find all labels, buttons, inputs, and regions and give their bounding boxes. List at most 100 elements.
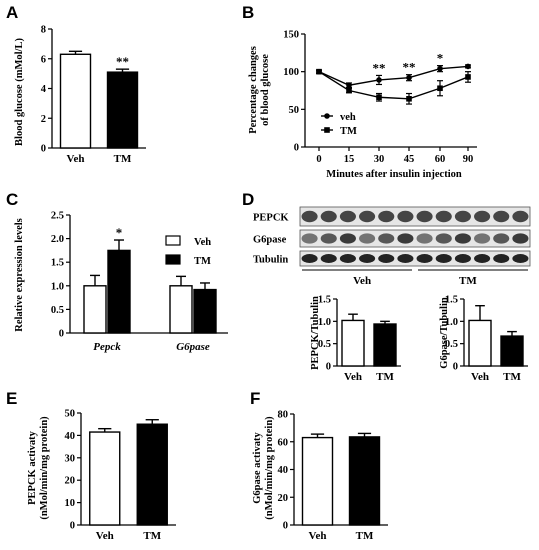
x-tick-label: TM: [143, 530, 161, 542]
x-tick-label: G6pase: [176, 341, 210, 353]
y-axis-title: Percentage changes: [248, 46, 259, 134]
blot-band: [359, 233, 376, 244]
bar-tm: [136, 423, 168, 526]
y-tick-label: 20: [278, 493, 289, 504]
data-point-veh: [406, 74, 412, 81]
x-tick-label: TM: [114, 153, 132, 165]
y-tick-label: 40: [278, 465, 289, 476]
y-axis-title: Blood glucose (mMol/L): [14, 38, 25, 146]
blot-band: [339, 254, 356, 263]
blot-row-label: G6pase: [253, 235, 287, 246]
y-tick-label: 150: [283, 30, 299, 41]
blot-band: [397, 233, 414, 244]
legend-label: veh: [340, 112, 356, 123]
blot-band: [301, 233, 318, 244]
chart-a-blood-glucose: 0 2 4 6 8 Veh TM ** Blood glucose (mMol/L): [14, 25, 146, 165]
x-tick-label: Veh: [344, 371, 362, 383]
y-tick-label: 50: [289, 105, 300, 116]
blot-band: [493, 233, 510, 244]
y-tick-label: 30: [65, 453, 76, 464]
blot-band: [416, 254, 433, 263]
blot-band: [474, 254, 491, 263]
chart-e-pepck-activity: 0 10 20 30 40 50 Veh TM PEPCK activaty (nMol/min/…: [27, 409, 176, 542]
data-point-tm: [406, 95, 412, 102]
blot-band: [493, 254, 510, 263]
x-tick-label: Pepck: [93, 341, 121, 353]
y-tick-label: 2.0: [51, 234, 64, 245]
blot-band: [512, 233, 529, 244]
data-point-veh: [465, 63, 471, 70]
y-tick-label: 0: [59, 329, 64, 340]
y-axis-title: Relative expression levels: [14, 218, 25, 332]
data-point-tm: [376, 94, 382, 101]
legend-marker: [324, 113, 330, 119]
data-point-tm: [346, 87, 352, 94]
y-tick-label: 0: [294, 143, 299, 154]
blot-band: [397, 210, 414, 223]
y-tick-label: 80: [278, 410, 289, 421]
legend-label: Veh: [194, 237, 211, 248]
bar-veh: [59, 53, 92, 149]
y-tick-label: 1.5: [51, 258, 64, 269]
blot-band: [339, 210, 356, 223]
y-tick-label: 50: [65, 409, 76, 420]
bar-tm: [348, 436, 381, 526]
y-tick-label: 60: [278, 437, 289, 448]
blot-band: [378, 233, 395, 244]
x-tick-label: 0: [316, 154, 321, 165]
panel-letter-d: D: [242, 190, 254, 209]
western-blot: PEPCK G6pase Tubulin Veh TM: [253, 206, 531, 287]
y-tick-label: 6: [41, 54, 46, 65]
y-tick-label: 2: [41, 114, 46, 125]
chart-c-relative-expression: 0 0.5 1.0 1.5 2.0 2.5 * Pepck G6pase Relative exp…: [14, 211, 228, 353]
significance-marker: **: [116, 54, 129, 69]
bar-veh: [301, 436, 334, 526]
blot-row-label: Tubulin: [253, 255, 288, 266]
x-tick-label: Veh: [471, 371, 489, 383]
y-tick-label: 8: [41, 25, 46, 36]
blot-band: [359, 210, 376, 223]
blot-band: [454, 254, 471, 263]
y-tick-label: 100: [283, 67, 299, 78]
significance-marker: *: [437, 51, 444, 66]
y-tick-label: 0: [453, 362, 458, 373]
bar-veh: [468, 319, 492, 367]
legend-label: TM: [194, 256, 211, 267]
legend-label: TM: [340, 126, 357, 137]
data-point-veh: [376, 77, 382, 83]
x-tick-label: 60: [435, 154, 446, 165]
legend-swatch: [165, 254, 181, 265]
y-tick-label: 0: [41, 144, 46, 155]
blot-band: [454, 210, 471, 223]
bar-tm: [373, 323, 397, 367]
data-point-tm: [437, 85, 443, 92]
blot-band: [359, 254, 376, 263]
x-tick-label: TM: [503, 371, 521, 383]
x-tick-label: Veh: [309, 530, 327, 542]
y-tick-label: 0.5: [51, 305, 64, 316]
blot-band: [378, 254, 395, 263]
x-tick-label: 15: [344, 154, 355, 165]
y-tick-label: 1.0: [445, 317, 458, 328]
blot-band: [512, 254, 529, 263]
y-tick-label: 1.0: [318, 317, 331, 328]
significance-marker: **: [373, 60, 386, 75]
blot-band: [320, 254, 337, 263]
x-tick-label: TM: [376, 371, 394, 383]
chart-d-g6pase-tubulin: 0 0.5 1.0 1.5 Veh TM G6pase/Tubulin: [439, 295, 528, 383]
blot-band: [416, 210, 433, 223]
blot-band: [339, 233, 356, 244]
panel-letter-f: F: [250, 389, 260, 408]
y-tick-label: 0: [326, 362, 331, 373]
x-tick-label: 30: [374, 154, 385, 165]
y-tick-label: 10: [65, 498, 76, 509]
legend-marker: [324, 127, 330, 133]
y-tick-label: 40: [65, 431, 76, 442]
y-tick-label: 0: [283, 521, 288, 532]
panel-letter-a: A: [6, 3, 18, 22]
blot-strip: [299, 229, 531, 248]
x-tick-label: TM: [356, 530, 374, 542]
significance-marker: *: [116, 225, 123, 240]
blot-strip: [299, 206, 531, 227]
